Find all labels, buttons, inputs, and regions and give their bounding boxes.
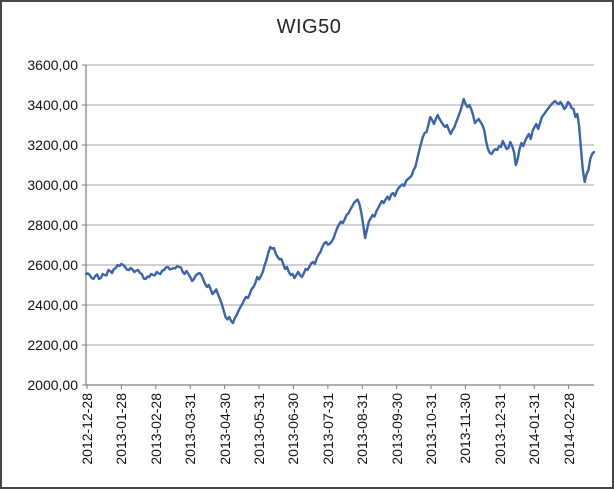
x-tick-label: 2012-12-28: [79, 393, 96, 465]
x-tick-label: 2013-05-31: [251, 393, 268, 465]
y-tick-label: 2400,00: [27, 297, 78, 313]
x-tick-label: 2013-04-30: [216, 393, 233, 465]
chart-title: WIG50: [276, 16, 342, 38]
x-tick-label: 2013-07-31: [319, 393, 336, 465]
y-tick-label: 3400,00: [27, 97, 78, 113]
y-tick-label: 2000,00: [27, 377, 78, 393]
x-tick-label: 2013-01-28: [113, 393, 130, 465]
x-tick-label: 2014-01-31: [526, 393, 543, 465]
x-tick-label: 2014-02-28: [560, 393, 577, 465]
x-tick-label: 2013-12-31: [491, 393, 508, 465]
series-line-wig50: [84, 97, 596, 325]
y-tick-label: 3200,00: [27, 137, 78, 153]
y-tick-label: 2200,00: [27, 337, 78, 353]
y-tick-label: 2600,00: [27, 257, 78, 273]
x-tick-label: 2013-11-30: [457, 393, 474, 464]
x-tick-label: 2013-06-30: [285, 393, 302, 465]
x-tick-label: 2013-10-31: [423, 393, 440, 465]
x-tick-label: 2013-03-31: [182, 393, 199, 465]
x-tick-label: 2013-09-30: [388, 393, 405, 465]
y-tick-label: 3000,00: [27, 177, 78, 193]
x-tick-label: 2013-08-31: [354, 393, 371, 465]
y-tick-label: 3600,00: [27, 57, 78, 73]
x-tick-label: 2013-02-28: [147, 393, 164, 465]
y-tick-label: 2800,00: [27, 217, 78, 233]
